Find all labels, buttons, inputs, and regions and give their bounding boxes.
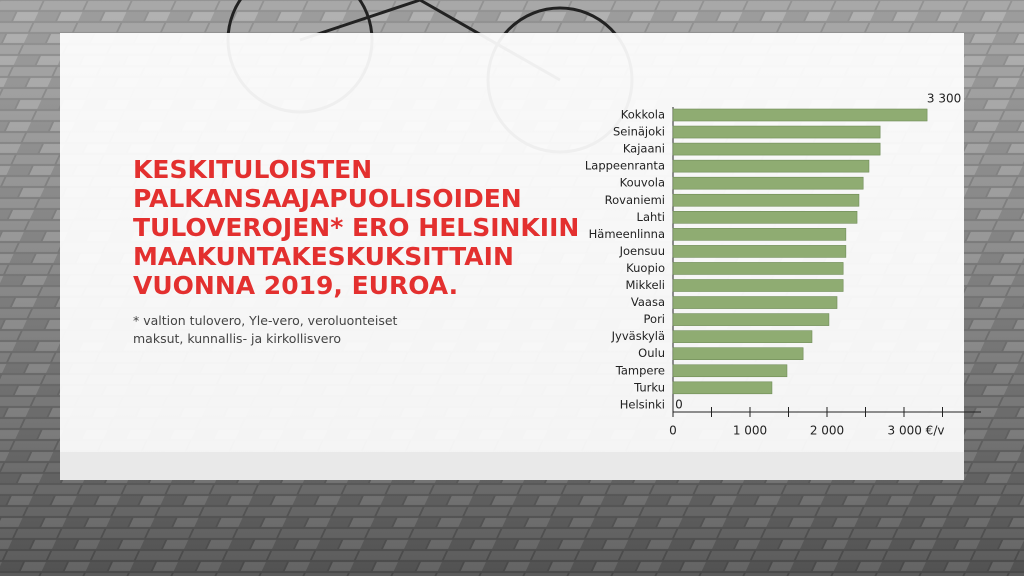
category-label: Tampere bbox=[615, 363, 665, 377]
title-line: TULOVEROJEN* ERO HELSINKIIN bbox=[133, 213, 579, 242]
category-label: Kouvola bbox=[620, 176, 665, 190]
category-label: Hämeenlinna bbox=[589, 227, 665, 241]
bar bbox=[672, 125, 881, 139]
bar bbox=[672, 279, 844, 292]
category-label: Kokkola bbox=[621, 108, 665, 122]
bar bbox=[672, 347, 804, 361]
bar bbox=[672, 262, 844, 275]
x-tick-label: 1 000 bbox=[733, 424, 767, 438]
title-line: MAAKUNTAKESKUKSITTAIN bbox=[133, 242, 514, 271]
value-label: 3 300 bbox=[927, 92, 961, 106]
category-label: Lappeenranta bbox=[585, 159, 665, 173]
bar bbox=[672, 159, 870, 173]
note-line: * valtion tulovero, Yle-vero, veroluonte… bbox=[133, 313, 398, 328]
bar bbox=[672, 364, 788, 378]
title-line: VUONNA 2019, EUROA. bbox=[133, 271, 458, 300]
category-label: Turku bbox=[633, 380, 665, 394]
panel-footer bbox=[60, 452, 964, 480]
bar bbox=[672, 142, 881, 156]
bar bbox=[672, 245, 847, 258]
category-label: Pori bbox=[644, 312, 665, 326]
category-label: Kuopio bbox=[626, 261, 665, 275]
bar bbox=[672, 381, 773, 395]
bar bbox=[672, 228, 847, 241]
value-label: 0 bbox=[675, 397, 683, 411]
category-label: Lahti bbox=[637, 210, 665, 224]
category-label: Rovaniemi bbox=[605, 193, 665, 207]
bar bbox=[672, 211, 858, 224]
bar bbox=[672, 296, 838, 309]
title-line: PALKANSAAJAPUOLISOIDEN bbox=[133, 184, 522, 213]
chart: KESKITULOISTENPALKANSAAJAPUOLISOIDENTULO… bbox=[133, 92, 981, 438]
bar bbox=[672, 176, 864, 190]
category-label: Mikkeli bbox=[626, 278, 666, 292]
category-label: Jyväskylä bbox=[611, 329, 665, 343]
category-label: Kajaani bbox=[623, 142, 665, 156]
category-label: Joensuu bbox=[619, 244, 665, 258]
bar bbox=[672, 313, 830, 326]
x-tick-label: 3 000 €/v bbox=[888, 424, 945, 438]
category-label: Helsinki bbox=[620, 397, 665, 411]
category-label: Oulu bbox=[638, 346, 665, 360]
bar bbox=[672, 330, 813, 343]
category-label: Vaasa bbox=[631, 295, 665, 309]
x-tick-label: 2 000 bbox=[810, 424, 844, 438]
bar bbox=[672, 193, 860, 207]
note-line: maksut, kunnallis- ja kirkollisvero bbox=[133, 331, 341, 346]
bar bbox=[672, 108, 928, 122]
x-tick-label: 0 bbox=[669, 424, 677, 438]
category-label: Seinäjoki bbox=[613, 125, 665, 139]
title-line: KESKITULOISTEN bbox=[133, 155, 372, 184]
